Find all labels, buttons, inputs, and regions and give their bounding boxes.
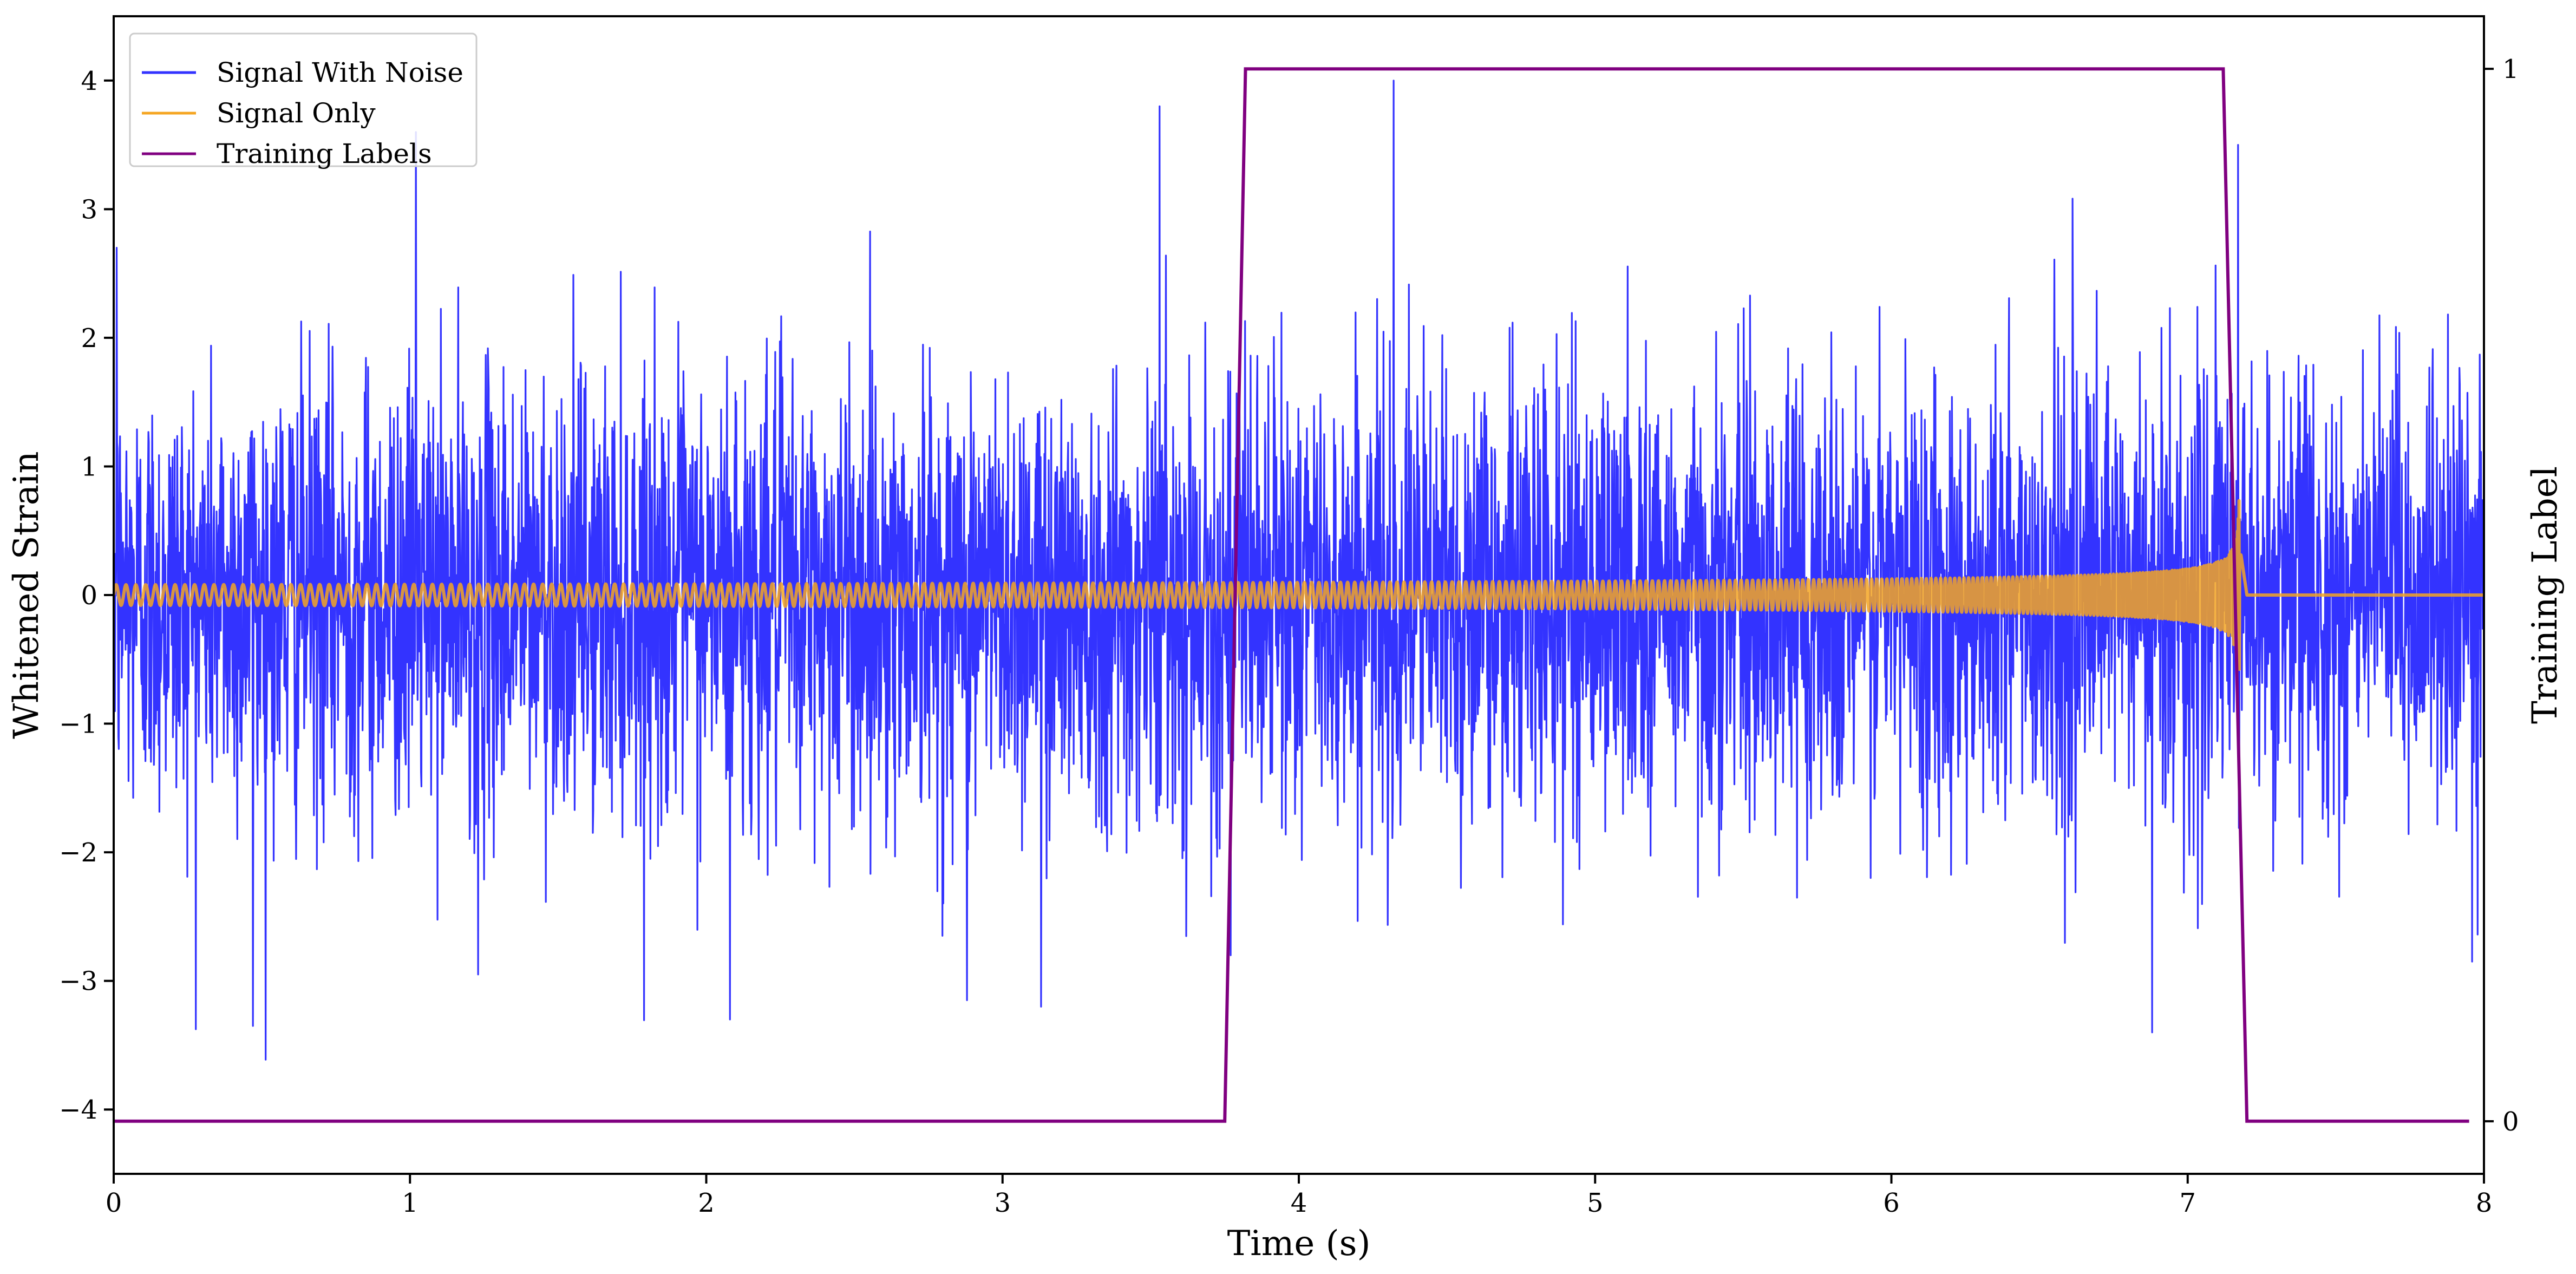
y-tick-label: 3 [81,194,97,225]
y2-axis: 01 [2484,54,2519,1137]
x-tick-label: 3 [994,1188,1011,1218]
x-tick-label: 6 [1883,1188,1900,1218]
series-line-signal-only [114,499,2484,671]
x-tick-label: 4 [1291,1188,1307,1218]
x-tick-label: 2 [698,1188,715,1218]
y-tick-label: 1 [81,452,97,482]
y-axis: −4 −3 −2 −1 0 1 2 3 4 [59,66,114,1125]
y-tick-label: −3 [59,966,97,997]
x-tick-label: 5 [1587,1188,1604,1218]
y-tick-label: 4 [81,66,97,96]
y-tick-label: −2 [59,838,97,868]
x-axis-title: Time (s) [1227,1224,1371,1264]
legend-label-training-labels: Training Labels [217,138,432,169]
y2-tick-label: 0 [2502,1107,2519,1137]
y2-axis-title: Training Label [2525,466,2565,724]
x-axis: 0 1 2 3 4 5 6 7 8 [106,1174,2493,1218]
y-tick-label: −1 [59,709,97,740]
y-tick-label: 2 [81,323,97,354]
plot-series [114,67,2484,1123]
series-line-signal-with-noise [114,80,2484,1061]
legend-box [129,32,478,167]
x-tick-label: 7 [2179,1188,2196,1218]
y2-tick-label: 1 [2502,54,2519,84]
legend-label-signal-with-noise: Signal With Noise [217,57,463,88]
legend: Signal With Noise Signal Only Training L… [129,32,478,169]
legend-label-signal-only: Signal Only [217,97,376,129]
x-tick-label: 0 [106,1188,122,1218]
y-tick-label: −4 [59,1095,97,1125]
series-line-training-labels [114,67,2469,1123]
y-axis-title: Whitened Strain [6,451,47,739]
x-tick-label: 1 [402,1188,419,1218]
y-tick-label: 0 [81,580,97,611]
x-tick-label: 8 [2476,1188,2493,1218]
